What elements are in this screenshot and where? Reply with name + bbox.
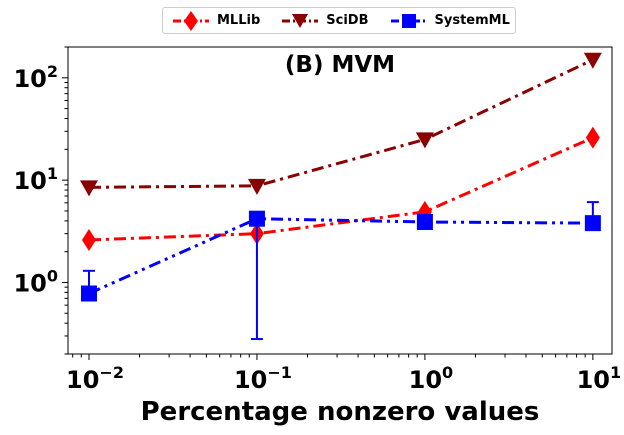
data-point-mllib xyxy=(585,126,600,149)
legend-marker-systemml xyxy=(390,13,427,28)
legend: MLLib SciDB SystemML xyxy=(162,7,516,34)
legend-label-systemml: SystemML xyxy=(434,13,510,28)
chart-title: (B) MVM xyxy=(285,52,395,78)
series-line-scidb xyxy=(88,58,594,189)
legend-label-mllib: MLLib xyxy=(217,13,261,28)
x-tick-label: 100 xyxy=(409,363,454,394)
data-point-mllib xyxy=(81,229,96,252)
x-tick-label: 101 xyxy=(577,363,622,394)
x-tick-label: 10−2 xyxy=(66,363,124,394)
data-point-systemml xyxy=(584,215,601,232)
data-point-scidb xyxy=(415,132,434,149)
legend-item-mllib: MLLib xyxy=(171,10,261,31)
data-point-systemml xyxy=(248,210,265,227)
y-tick-label: 101 xyxy=(13,164,58,195)
data-point-scidb xyxy=(247,178,266,195)
legend-label-scidb: SciDB xyxy=(326,13,369,28)
axis-layer: 10−2 10−1 100 101 100 101 102 xyxy=(13,46,622,394)
series-line-systemml xyxy=(88,217,593,295)
legend-item-scidb: SciDB xyxy=(280,11,369,31)
series-layer xyxy=(79,52,602,341)
legend-marker-scidb xyxy=(282,13,319,28)
series-line-mllib xyxy=(88,136,594,242)
x-axis-label: Percentage nonzero values xyxy=(141,397,540,427)
legend-marker-mllib xyxy=(173,10,209,31)
y-tick-label: 102 xyxy=(13,62,58,93)
plot-frame xyxy=(67,46,613,355)
x-tick-label: 10−1 xyxy=(234,363,292,394)
y-tick-label: 100 xyxy=(13,266,58,297)
data-point-systemml xyxy=(416,213,433,230)
data-point-scidb xyxy=(79,180,98,197)
data-point-scidb xyxy=(583,52,602,69)
legend-item-systemml: SystemML xyxy=(389,11,510,31)
data-point-systemml xyxy=(80,285,97,302)
